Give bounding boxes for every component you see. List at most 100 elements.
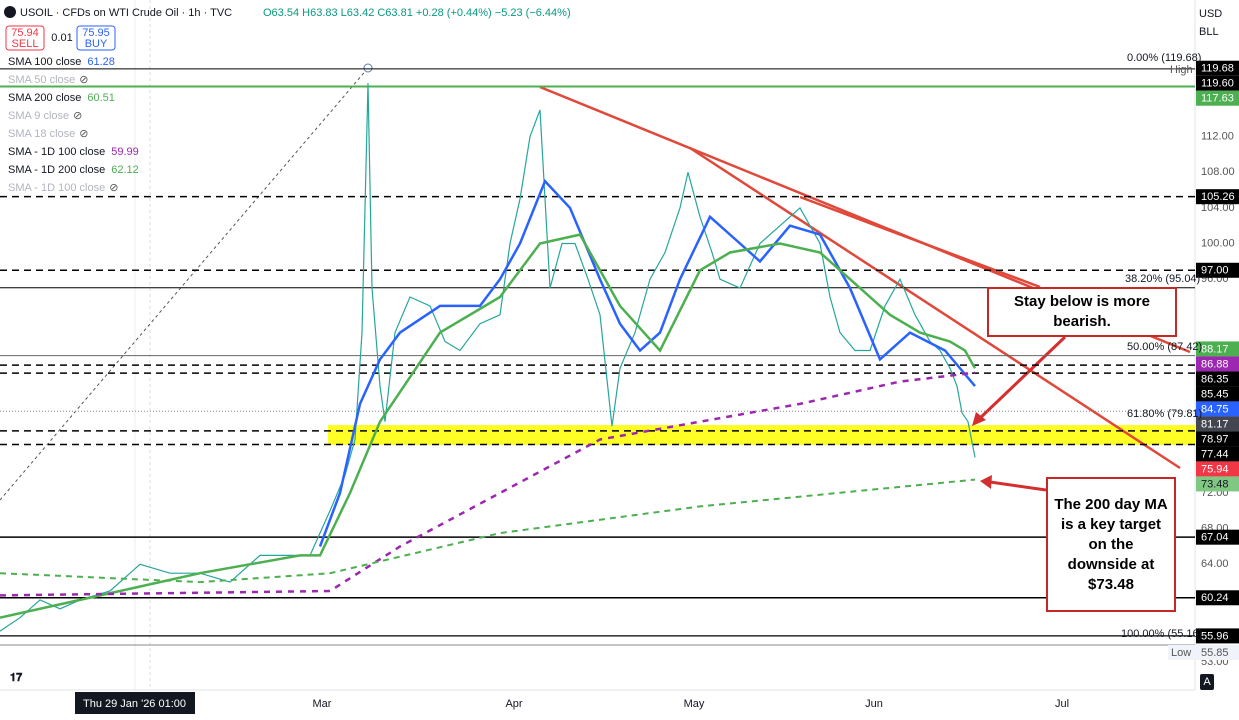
- fib-label: 0.00% (119.68): [1127, 52, 1201, 64]
- indicator-name: SMA 9 close: [8, 110, 69, 122]
- symbol-icon: [4, 6, 16, 18]
- price-badge: [1196, 416, 1239, 432]
- indicator-value: 59.99: [111, 146, 139, 158]
- time-label: May: [684, 698, 705, 710]
- price-badge-label: 119.68: [1201, 63, 1234, 75]
- price-badge: [1196, 476, 1239, 492]
- price-badge-label: 73.48: [1201, 478, 1229, 490]
- price-badge-label: 75.94: [1201, 463, 1229, 475]
- price-badge: [1196, 341, 1239, 357]
- arrow: [976, 335, 1067, 422]
- fib-label: 50.00% (87.42): [1127, 341, 1202, 353]
- price-badge-label: 55.96: [1201, 630, 1229, 642]
- price-badge: [1196, 529, 1239, 545]
- unit[interactable]: BLL: [1199, 26, 1219, 38]
- buy-price: 75.95: [82, 27, 110, 39]
- price-badge: [1196, 356, 1239, 372]
- indicator-name: SMA 100 close: [8, 56, 81, 68]
- sma-line: [0, 233, 977, 619]
- eye-off: ⊘: [73, 110, 82, 122]
- time-label: Jun: [865, 698, 883, 710]
- support-zone: [328, 425, 1195, 445]
- price-badge-label: 67.04: [1201, 532, 1229, 544]
- price-badge-label: 85.45: [1201, 388, 1229, 400]
- price-tick: 112.00: [1201, 131, 1234, 143]
- time-label: Mar: [313, 698, 332, 710]
- price-badge-label: 86.88: [1201, 358, 1229, 370]
- price-badge-label: 88.17: [1201, 343, 1229, 355]
- price-badge: [1196, 590, 1239, 606]
- price-badge-label: 60.24: [1201, 592, 1229, 604]
- time-label: Apr: [505, 698, 522, 710]
- cursor-box: [75, 692, 195, 714]
- price-badge: [1196, 262, 1239, 278]
- price-badge-label: 105.26: [1201, 191, 1235, 203]
- price-badge: [1196, 431, 1239, 447]
- sell-price: 75.94: [11, 27, 39, 39]
- time-cursor: Thu 29 Jan '26 01:00: [83, 698, 186, 710]
- price-badge: [1196, 90, 1239, 106]
- eye-off: ⊘: [109, 182, 118, 194]
- trend-line: [799, 195, 1041, 289]
- currency[interactable]: USD: [1199, 8, 1222, 20]
- eye-off: ⊘: [79, 128, 88, 140]
- indicator-name: SMA - 1D 100 close: [8, 182, 105, 194]
- ohlc: O63.54 H63.83 L63.42 C63.81 +0.28 (+0.44…: [263, 7, 571, 19]
- price-badge-label: 84.75: [1201, 403, 1229, 415]
- eye-off: ⊘: [79, 74, 88, 86]
- fib-label: 100.00% (55.16): [1121, 628, 1202, 640]
- indicator-name: SMA 200 close: [8, 92, 81, 104]
- fib-anchor: [363, 63, 373, 73]
- low-label: Low: [1171, 647, 1191, 659]
- trend-line: [689, 146, 1181, 470]
- time-label: Jul: [1055, 698, 1069, 710]
- price-badge-label: 97.00: [1201, 265, 1229, 277]
- price-badge-label: 81.17: [1201, 418, 1229, 430]
- price-badge: [1196, 628, 1239, 644]
- sell-btn[interactable]: [5, 25, 45, 51]
- auto-btn[interactable]: [1200, 674, 1214, 690]
- price-badge: [1196, 189, 1239, 205]
- price-badge: [1196, 371, 1239, 387]
- annotation: The 200 day MA is a key target on the do…: [1046, 477, 1176, 612]
- fib-label: 61.80% (79.81): [1127, 408, 1202, 420]
- fib-line: [0, 67, 369, 501]
- price-badge-label: 78.97: [1201, 433, 1229, 445]
- sma-line: [0, 478, 976, 584]
- price-badge: [1196, 75, 1239, 91]
- price-badge: [1196, 446, 1239, 462]
- price-badge-label: 117.63: [1201, 93, 1234, 105]
- indicator-name: SMA - 1D 100 close: [8, 146, 105, 158]
- indicator-value: 61.28: [87, 56, 115, 68]
- price-tick: 64.00: [1201, 558, 1229, 570]
- indicator-name: SMA 18 close: [8, 128, 75, 140]
- indicator-value: 62.12: [111, 164, 139, 176]
- buy-btn[interactable]: [76, 25, 116, 51]
- arrow-head: [972, 412, 986, 426]
- high-label: High: [1170, 64, 1193, 76]
- fib-label: 38.20% (95.04): [1125, 273, 1200, 285]
- annotation: Stay below is more bearish.: [987, 287, 1177, 337]
- auto-label[interactable]: A: [1203, 676, 1211, 688]
- sma-line: [318, 178, 976, 547]
- arrow: [989, 480, 1047, 492]
- indicator-value: 60.51: [87, 92, 115, 104]
- price-badge-label: 119.60: [1201, 78, 1234, 90]
- sma-line: [0, 371, 976, 597]
- price-tick: 108.00: [1201, 166, 1235, 178]
- buy-label: BUY: [85, 38, 108, 50]
- low-box: [1168, 645, 1239, 660]
- price-tick: 104.00: [1201, 202, 1235, 214]
- indicator-name: SMA - 1D 200 close: [8, 164, 105, 176]
- low-value: 55.85: [1201, 647, 1229, 659]
- arrow-head: [980, 475, 992, 489]
- price-badge: [1196, 461, 1239, 477]
- price-badge-label: 86.35: [1201, 373, 1229, 385]
- logo: 𝟏𝟕: [10, 672, 23, 684]
- indicator-name: SMA 50 close: [8, 74, 75, 86]
- sell-label: SELL: [12, 38, 39, 50]
- price-badge: [1196, 386, 1239, 402]
